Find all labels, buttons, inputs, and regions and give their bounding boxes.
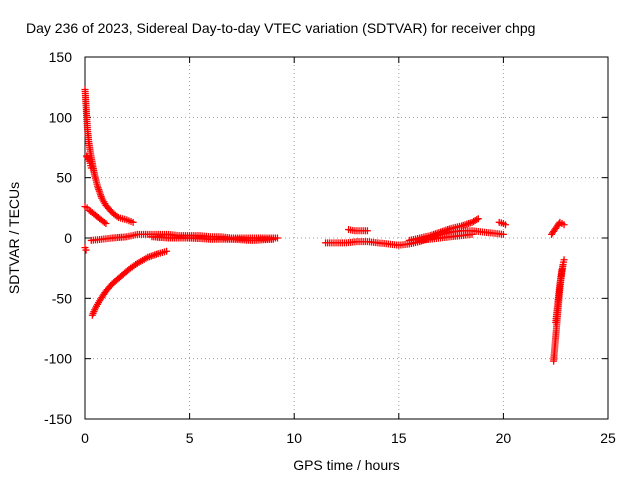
series-near-zero-2c xyxy=(416,230,476,244)
data-point xyxy=(269,235,277,243)
data-point xyxy=(468,230,476,238)
data-point xyxy=(129,218,137,226)
x-tick-label: 10 xyxy=(286,430,302,446)
y-tick-label: -100 xyxy=(44,351,72,367)
y-tick-label: 150 xyxy=(49,49,73,65)
y-axis-title: SDTVAR / TECUs xyxy=(6,182,22,294)
data-point xyxy=(102,220,110,228)
y-tick-label: -150 xyxy=(44,411,72,427)
data-point xyxy=(84,154,92,162)
data-point xyxy=(82,246,90,254)
x-tick-label: 25 xyxy=(600,430,616,446)
x-tick-label: 15 xyxy=(391,430,407,446)
x-tick-label: 0 xyxy=(81,430,89,446)
x-axis: 0 5 10 15 20 25 xyxy=(81,57,616,446)
data-point xyxy=(499,230,507,238)
series-lower-rise xyxy=(88,247,171,319)
series-mid-gap xyxy=(345,226,371,235)
data-point xyxy=(558,265,566,273)
x-tick-label: 5 xyxy=(186,430,194,446)
x-tick-label: 20 xyxy=(496,430,512,446)
series-near-zero-1b xyxy=(148,233,277,244)
data-point xyxy=(473,216,481,224)
y-tick-label: -50 xyxy=(52,290,72,306)
series-low-points xyxy=(81,244,90,254)
series-spike-6 xyxy=(83,152,95,172)
x-axis-title: GPS time / hours xyxy=(293,457,400,473)
data-point xyxy=(273,234,281,242)
series-tail-drop-2 xyxy=(552,265,566,326)
data-point xyxy=(560,256,568,264)
data-points xyxy=(81,86,568,365)
data-point xyxy=(113,212,121,220)
y-tick-label: 100 xyxy=(49,109,73,125)
data-point xyxy=(163,247,171,255)
series-right-pair xyxy=(495,218,509,229)
data-point xyxy=(100,218,108,226)
data-point xyxy=(560,221,568,229)
data-point xyxy=(501,221,509,229)
series-upper-branch-2 xyxy=(81,203,110,228)
data-point xyxy=(474,215,482,223)
y-tick-label: 0 xyxy=(64,230,72,246)
y-tick-label: 50 xyxy=(56,170,72,186)
chart-title: Day 236 of 2023, Sidereal Day-to-day VTE… xyxy=(26,20,535,36)
y-axis: -150 -100 -50 0 50 100 150 xyxy=(44,49,608,427)
data-point xyxy=(87,164,95,172)
series-tail-top xyxy=(548,218,568,238)
data-point xyxy=(363,227,371,235)
